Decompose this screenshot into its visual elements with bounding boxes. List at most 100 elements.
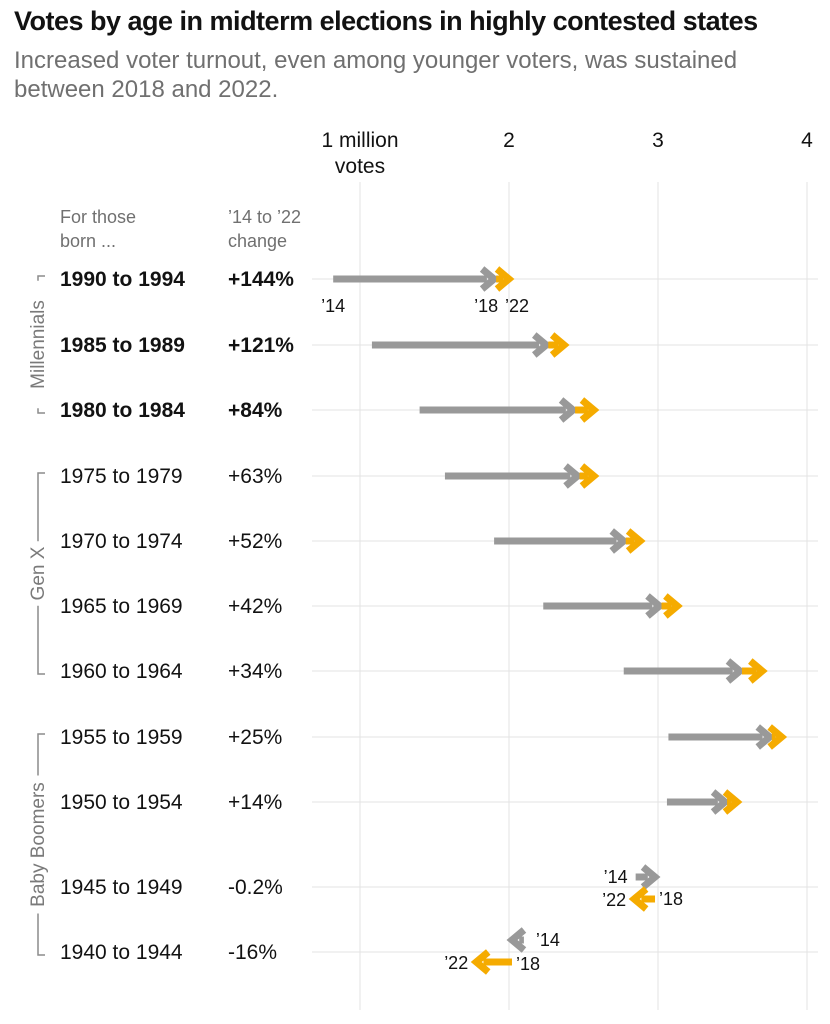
- change-label: -0.2%: [228, 876, 283, 899]
- arrow-2018-2022-head: [625, 528, 646, 554]
- year-label-2014: ’14: [536, 930, 560, 950]
- arrow-2014-2018: [623, 658, 746, 684]
- arrow-2018-2022: [494, 266, 515, 292]
- arrow-2014-2018-head: [710, 789, 731, 815]
- arrow-2014-2018-head: [755, 724, 776, 750]
- cohort-column-header: born ...: [60, 231, 116, 251]
- cohort-label: 1945 to 1949: [60, 876, 183, 899]
- arrow-2018-2022: [767, 724, 788, 750]
- cohort-label: 1975 to 1979: [60, 465, 183, 488]
- arrow-2018-2022: [661, 593, 683, 619]
- arrow-2018-2022-head: [628, 886, 649, 912]
- cohort-row: 1990 to 1994 +144%: [60, 268, 294, 291]
- year-label-2022: ’22: [505, 296, 529, 316]
- cohort-arrows: [494, 528, 646, 554]
- cohort-arrows: [371, 332, 570, 358]
- arrow-2014-2018-head: [532, 332, 552, 358]
- arrow-2014-2018: [444, 463, 584, 489]
- cohort-label: 1990 to 1994: [60, 268, 185, 291]
- change-label: -16%: [228, 941, 277, 964]
- cohort-label: 1985 to 1989: [60, 334, 185, 357]
- cohort-row: 1970 to 1974 +52%: [60, 530, 282, 553]
- arrow-2014-2018: [668, 724, 776, 750]
- arrow-2014-2018-head: [479, 266, 500, 292]
- arrow-2014-2018: [635, 864, 661, 890]
- arrow-2014-2018: [371, 332, 552, 358]
- x-tick-label: 1 million: [321, 129, 398, 152]
- change-label: +25%: [228, 726, 282, 749]
- cohort-row: 1940 to 1944 -16%: [60, 941, 277, 964]
- arrow-2014-2018-head: [563, 463, 584, 489]
- cohort-label: 1955 to 1959: [60, 726, 183, 749]
- arrow-2018-2022: [722, 789, 743, 815]
- group-bracket: Gen X: [26, 472, 50, 675]
- year-label-2018: ’18: [474, 296, 498, 316]
- arrow-2014-2018-head: [725, 658, 746, 684]
- cohort-column-header: For those: [60, 207, 136, 227]
- cohort-row: 1980 to 1984 +84%: [60, 399, 283, 422]
- group-label-backdrop: [26, 775, 50, 914]
- cohort-arrows: ’14 ’18 ’22: [444, 927, 560, 975]
- cohort-label: 1965 to 1969: [60, 595, 183, 618]
- cohort-row: 1960 to 1964 +34%: [60, 660, 282, 683]
- chart-title: Votes by age in midterm elections in hig…: [14, 6, 758, 36]
- arrow-2014-2018: [506, 927, 527, 953]
- arrow-2014-2018: [333, 266, 500, 292]
- group-label: Millennials: [28, 300, 49, 389]
- change-label: +144%: [228, 268, 294, 291]
- age-groups: Millennials Gen X Baby Boomers: [26, 275, 50, 956]
- group-bracket: Millennials: [26, 275, 50, 414]
- group-bracket: Baby Boomers: [26, 733, 50, 956]
- x-axis-unit-label: votes: [335, 155, 385, 178]
- cohort-row: 1955 to 1959 +25%: [60, 726, 282, 749]
- arrow-2014-2018-head: [506, 927, 527, 953]
- arrow-2018-2022-head: [748, 658, 768, 684]
- cohort-label: 1970 to 1974: [60, 530, 183, 553]
- group-label: Gen X: [28, 546, 49, 600]
- year-label-2022: ’22: [602, 890, 626, 910]
- arrow-2018-2022: [548, 332, 570, 358]
- arrow-2018-2022: [470, 949, 512, 975]
- arrow-2018-2022-head: [494, 266, 515, 292]
- year-label-2022: ’22: [444, 953, 468, 973]
- cohort-arrows: [668, 724, 788, 750]
- cohort-label: 1980 to 1984: [60, 399, 185, 422]
- chart-subtitle: Increased voter turnout, even among youn…: [14, 47, 738, 103]
- arrow-2018-2022-head: [767, 724, 788, 750]
- change-column-header: change: [228, 231, 287, 251]
- cohort-arrows: [444, 463, 600, 489]
- cohort-label: 1960 to 1964: [60, 660, 183, 683]
- arrow-2018-2022: [625, 528, 646, 554]
- x-tick-label: 3: [652, 129, 664, 152]
- arrow-2018-2022-head: [549, 332, 570, 358]
- year-label-2018: ’18: [659, 889, 683, 909]
- arrow-2018-2022-head: [722, 789, 743, 815]
- cohort-row: 1975 to 1979 +63%: [60, 465, 282, 488]
- x-tick-label: 4: [801, 129, 813, 152]
- cohort-rows: 1990 to 1994 +144% 1985 to 1989 +121% 1980 t…: [60, 268, 294, 964]
- arrow-2018-2022: [741, 658, 768, 684]
- group-label-backdrop: [26, 280, 50, 409]
- cohort-row: 1950 to 1954 +14%: [60, 791, 282, 814]
- arrow-2018-2022-head: [663, 593, 683, 619]
- grid-lines: [312, 182, 818, 1010]
- x-tick-label: 2: [503, 129, 515, 152]
- change-label: +42%: [228, 595, 282, 618]
- arrow-2018-2022-head: [579, 397, 600, 423]
- column-headers: For those born ... ’14 to ’22 change: [60, 207, 301, 251]
- cohort-row: 1945 to 1949 -0.2%: [60, 876, 283, 899]
- year-label-2014: ’14: [321, 296, 345, 316]
- change-label: +34%: [228, 660, 282, 683]
- cohort-label: 1950 to 1954: [60, 791, 183, 814]
- arrow-2014-2018-head: [558, 397, 579, 423]
- change-label: +63%: [228, 465, 282, 488]
- group-label-backdrop: [26, 541, 50, 606]
- cohort-arrows: ’14 ’18 ’22: [602, 864, 683, 912]
- cohort-row: 1965 to 1969 +42%: [60, 595, 282, 618]
- cohort-arrows: [543, 593, 683, 619]
- change-column-header: ’14 to ’22: [228, 207, 301, 227]
- arrow-2014-2018-head: [640, 864, 661, 890]
- arrow-2018-2022-head: [470, 949, 491, 975]
- arrow-2014-2018: [494, 528, 630, 554]
